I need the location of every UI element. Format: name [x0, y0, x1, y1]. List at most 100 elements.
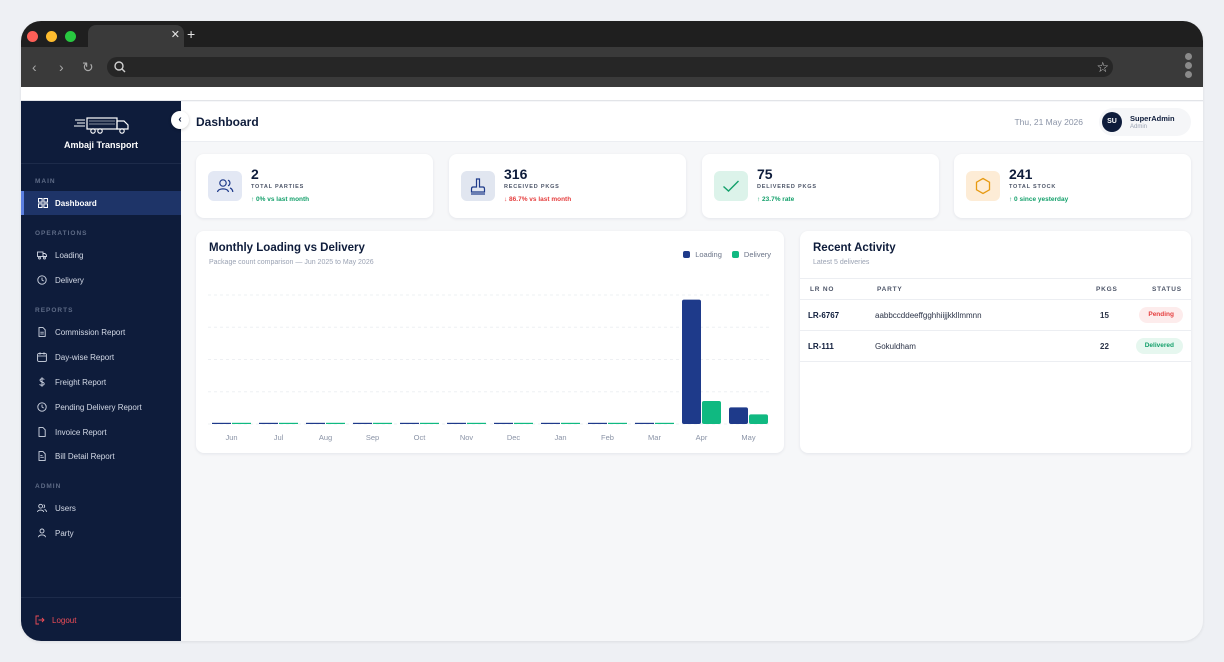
- sidebar-item-loading[interactable]: Loading: [21, 243, 181, 267]
- collapse-sidebar-button[interactable]: ‹: [171, 111, 189, 129]
- bar-loading-mar[interactable]: [635, 422, 654, 424]
- users-icon: [216, 179, 234, 193]
- sidebar-item-label: Invoice Report: [55, 428, 107, 437]
- sidebar-item-party[interactable]: Party: [21, 521, 181, 545]
- column-header-lr-no: LR NO: [810, 286, 835, 293]
- sidebar-item-dashboard[interactable]: Dashboard: [21, 191, 181, 215]
- bar-delivery-sep[interactable]: [373, 422, 392, 424]
- bar-delivery-mar[interactable]: [655, 422, 674, 424]
- brand-name: Ambaji Transport: [63, 140, 138, 150]
- clock-icon: [37, 402, 47, 412]
- back-icon[interactable]: ‹: [32, 59, 37, 75]
- bar-loading-dec[interactable]: [494, 422, 513, 424]
- stat-card-delivered-pkgs: 75 DELIVERED PKGS ↑ 23.7% rate: [702, 154, 939, 218]
- stat-label: TOTAL PARTIES: [251, 184, 305, 190]
- bar-delivery-nov[interactable]: [467, 422, 486, 424]
- tab-close-icon[interactable]: ✕: [170, 29, 180, 41]
- user-role: Admin: [1130, 124, 1148, 130]
- stat-card-total-stock: 241 TOTAL STOCK ↑ 0 since yesterday: [954, 154, 1191, 218]
- close-window-button[interactable]: [27, 31, 38, 42]
- grid-icon: [38, 198, 48, 208]
- logout-button[interactable]: Logout: [35, 615, 76, 625]
- bar-delivery-apr[interactable]: [702, 400, 721, 424]
- users-icon: [37, 503, 47, 513]
- sidebar-item-delivery[interactable]: Delivery: [21, 268, 181, 292]
- legend-item-delivery[interactable]: Delivery: [731, 250, 771, 259]
- stat-value: 316: [504, 166, 528, 182]
- table-row[interactable]: LR-111 Gokuldham 22 Delivered: [800, 331, 1191, 362]
- bar-delivery-feb[interactable]: [608, 422, 627, 424]
- hexagon-icon: [975, 177, 991, 195]
- sidebar-item-freight-report[interactable]: Freight Report: [21, 370, 181, 394]
- stat-label: RECEIVED PKGS: [504, 184, 560, 190]
- status-badge: Delivered: [1135, 338, 1183, 354]
- bar-loading-oct[interactable]: [400, 422, 419, 424]
- bar-delivery-dec[interactable]: [514, 422, 533, 424]
- sidebar-item-day-wise-report[interactable]: Day-wise Report: [21, 345, 181, 369]
- bar-loading-may[interactable]: [729, 407, 748, 424]
- legend-item-loading[interactable]: Loading: [683, 250, 722, 259]
- stat-value: 241: [1009, 166, 1033, 182]
- top-header: Dashboard Thu, 21 May 2026 SU SuperAdmin…: [181, 102, 1203, 142]
- bar-loading-sep[interactable]: [353, 422, 372, 424]
- section-label-admin: ADMIN: [35, 483, 62, 490]
- chart-title: Monthly Loading vs Delivery: [209, 242, 365, 254]
- truck-icon: [37, 251, 47, 260]
- stat-icon-box: [966, 171, 1000, 201]
- bar-loading-jun[interactable]: [212, 422, 231, 424]
- bar-loading-jul[interactable]: [259, 422, 278, 424]
- address-bar[interactable]: ☆: [107, 57, 1113, 77]
- x-tick-label: Feb: [601, 433, 614, 442]
- sidebar-item-pending-delivery-report[interactable]: Pending Delivery Report: [21, 395, 181, 419]
- reload-icon[interactable]: ↻: [82, 59, 94, 75]
- sidebar-item-label: Dashboard: [55, 199, 97, 208]
- bar-loading-aug[interactable]: [306, 422, 325, 424]
- user-menu[interactable]: SU SuperAdmin Admin: [1099, 108, 1191, 136]
- sidebar-item-invoice-report[interactable]: Invoice Report: [21, 420, 181, 444]
- lr-number: LR-111: [808, 342, 834, 351]
- column-header-status: STATUS: [1152, 286, 1182, 293]
- user-icon: [38, 528, 46, 538]
- sidebar-item-bill-detail-report[interactable]: Bill Detail Report: [21, 444, 181, 468]
- new-tab-icon[interactable]: +: [187, 26, 196, 42]
- sidebar-item-label: Freight Report: [55, 378, 107, 387]
- bar-delivery-jan[interactable]: [561, 422, 580, 424]
- bar-delivery-aug[interactable]: [326, 422, 345, 424]
- bar-loading-feb[interactable]: [588, 422, 607, 424]
- lr-number: LR-6767: [808, 311, 840, 320]
- dollar-icon: [39, 377, 45, 387]
- maximize-window-button[interactable]: [65, 31, 76, 42]
- sidebar-item-label: Users: [55, 504, 76, 513]
- bar-loading-apr[interactable]: [682, 299, 701, 424]
- browser-menu-icon[interactable]: [1185, 53, 1193, 81]
- bar-chart: Jun Jul Aug Sep Oct Nov Dec Jan Feb Mar Apr May: [208, 294, 772, 442]
- party-name: aabbccddeeffgghhiijjkkllmmnn: [875, 311, 982, 320]
- x-tick-label: Jun: [225, 433, 237, 442]
- avatar: SU: [1102, 112, 1122, 132]
- forward-icon[interactable]: ›: [59, 59, 64, 75]
- bar-loading-jan[interactable]: [541, 422, 560, 424]
- x-tick-label: Jan: [554, 433, 566, 442]
- bar-loading-nov[interactable]: [447, 422, 466, 424]
- bar-delivery-may[interactable]: [749, 414, 768, 424]
- bar-delivery-jul[interactable]: [279, 422, 298, 424]
- stat-value: 75: [757, 166, 773, 182]
- activity-title: Recent Activity: [813, 242, 896, 254]
- sidebar: Ambaji Transport MAIN Dashboard OPERATIO…: [21, 101, 181, 641]
- stat-icon-box: [461, 171, 495, 201]
- check-icon: [723, 180, 739, 192]
- truck-logo-icon: [74, 117, 129, 134]
- minimize-window-button[interactable]: [46, 31, 57, 42]
- chart-subtitle: Package count comparison — Jun 2025 to M…: [209, 259, 374, 266]
- sidebar-item-users[interactable]: Users: [21, 496, 181, 520]
- document-icon: [38, 327, 46, 337]
- stat-delta: ↑ 0 since yesterday: [1009, 196, 1069, 203]
- table-row[interactable]: LR-6767 aabbccddeeffgghhiijjkkllmmnn 15 …: [800, 300, 1191, 331]
- bookmark-star-icon[interactable]: ☆: [1096, 59, 1109, 75]
- bar-delivery-jun[interactable]: [232, 422, 251, 424]
- bar-delivery-oct[interactable]: [420, 422, 439, 424]
- stat-card-received-pkgs: 316 RECEIVED PKGS ↓ 86.7% vs last month: [449, 154, 686, 218]
- column-header-party: PARTY: [877, 286, 903, 293]
- browser-tab[interactable]: ✕: [88, 25, 184, 47]
- sidebar-item-commission-report[interactable]: Commission Report: [21, 320, 181, 344]
